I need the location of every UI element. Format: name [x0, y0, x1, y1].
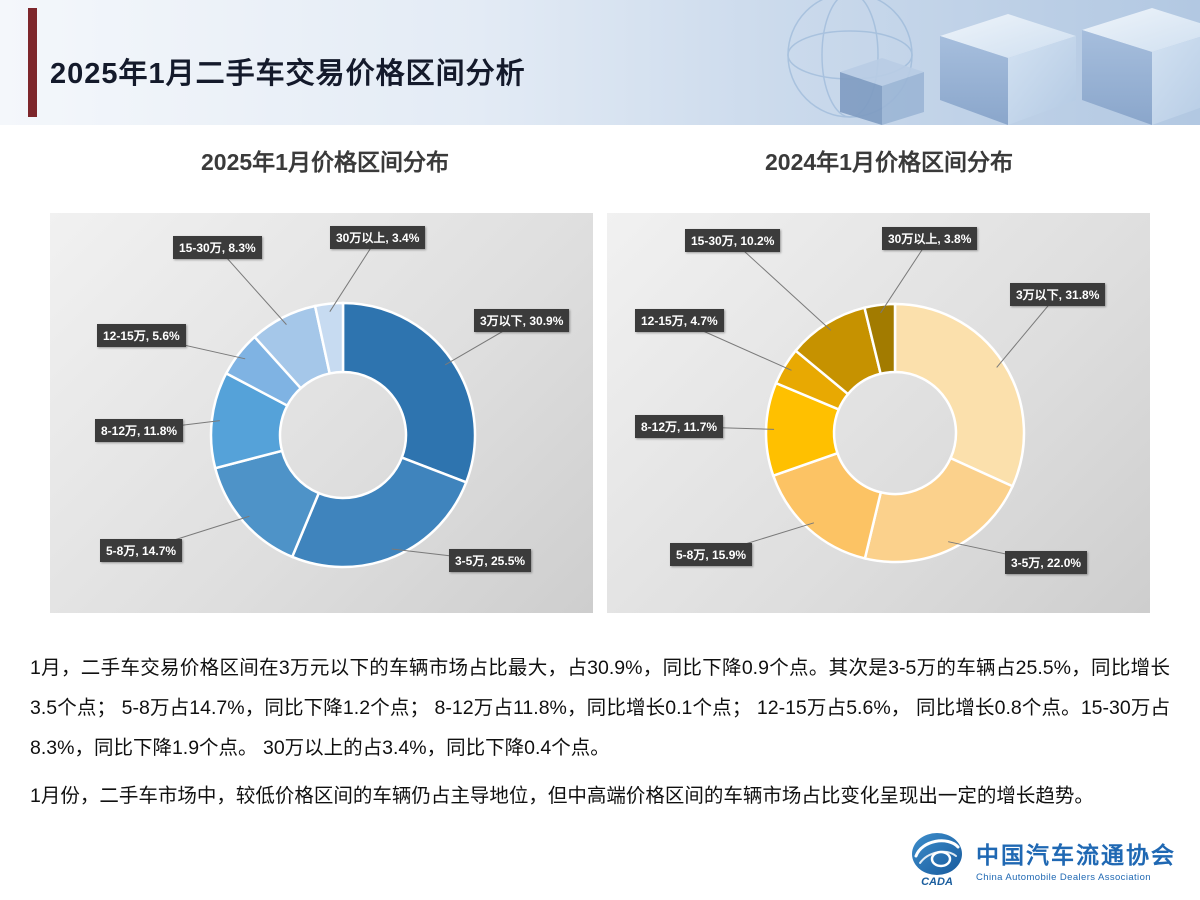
chart-panel-2025: 3万以下, 30.9% 3-5万, 25.5% 5-8万, 14.7% 8-12…: [50, 213, 593, 613]
chart-titles-row: 2025年1月价格区间分布 2024年1月价格区间分布: [0, 143, 1200, 177]
chart-title-2024: 2024年1月价格区间分布: [765, 149, 1013, 175]
slice-label-2024-5to8: 5-8万, 15.9%: [670, 543, 753, 566]
footer-org-names: 中国汽车流通协会 China Automobile Dealers Associ…: [976, 836, 1176, 883]
slice-label-2024-3to5: 3-5万, 22.0%: [1005, 551, 1088, 574]
page-title: 2025年1月二手车交易价格区间分析: [50, 58, 526, 90]
slice-label-2024-15to30: 15-30万, 10.2%: [685, 229, 781, 252]
slice-label-2024-12to15: 12-15万, 4.7%: [635, 309, 724, 332]
slice-label-2025-8to12: 8-12万, 11.8%: [95, 419, 184, 442]
analysis-paragraph-2: 1月份，二手车市场中，较低价格区间的车辆仍占主导地位，但中高端价格区间的车辆市场…: [30, 784, 1094, 807]
footer-logo: CADA 中国汽车流通协会 China Automobile Dealers A…: [908, 830, 1176, 888]
slice-label-2025-5to8: 5-8万, 14.7%: [100, 539, 183, 562]
slice-label-2025-12to15: 12-15万, 5.6%: [97, 324, 186, 347]
analysis-paragraph-1: 1月，二手车交易价格区间在3万元以下的车辆市场占比最大，占30.9%，同比下降0…: [30, 657, 1170, 759]
chart-title-2025: 2025年1月价格区间分布: [201, 149, 449, 175]
slice-label-2025-over30: 30万以上, 3.4%: [330, 226, 426, 249]
slice-label-2025-3to5: 3-5万, 25.5%: [449, 549, 532, 572]
header: 2025年1月二手车交易价格区间分析: [0, 0, 1200, 125]
slice-label-2024-under3: 3万以下, 31.8%: [1010, 283, 1106, 306]
chart-panels-row: 3万以下, 30.9% 3-5万, 25.5% 5-8万, 14.7% 8-12…: [0, 213, 1200, 613]
donut-chart-2025: [138, 237, 522, 569]
org-name-en: China Automobile Dealers Association: [976, 871, 1151, 883]
cada-logo-icon: CADA: [912, 833, 962, 888]
header-accent-bar: [28, 8, 37, 117]
header-decoration-cubes-icon: [787, 0, 1200, 125]
slice-label-2025-15to30: 15-30万, 8.3%: [173, 236, 262, 259]
analysis-text: 1月，二手车交易价格区间在3万元以下的车辆市场占比最大，占30.9%，同比下降0…: [30, 649, 1170, 817]
donut-chart-2024: [678, 238, 1058, 564]
slice-label-2024-8to12: 8-12万, 11.7%: [635, 415, 724, 438]
org-name-cn: 中国汽车流通协会: [976, 841, 1176, 868]
chart-panel-2024: 3万以下, 31.8% 3-5万, 22.0% 5-8万, 15.9% 8-12…: [607, 213, 1150, 613]
cada-logo-text: CADA: [921, 876, 953, 888]
slice-label-2025-under3: 3万以下, 30.9%: [474, 309, 570, 332]
slice-label-2024-over30: 30万以上, 3.8%: [882, 227, 978, 250]
